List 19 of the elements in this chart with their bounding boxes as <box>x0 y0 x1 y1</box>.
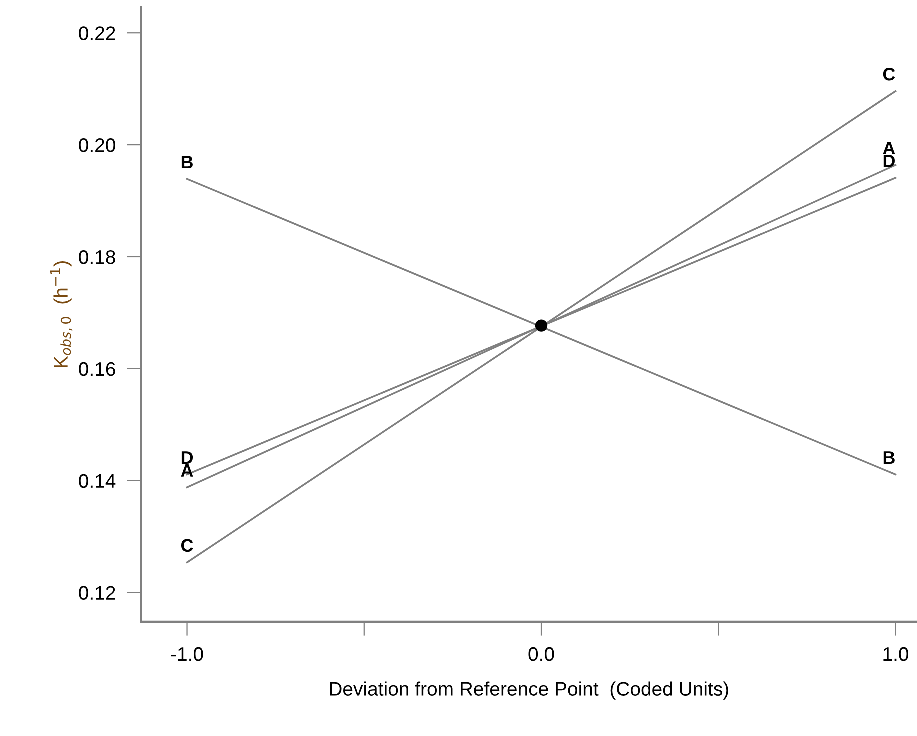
y-tick-label: 0.22 <box>79 26 116 40</box>
y-tick-label: 0.20 <box>79 138 116 152</box>
series-label: C <box>181 539 194 552</box>
x-axis-title: Deviation from Reference Point (Coded Units) <box>330 682 728 700</box>
series-label: A <box>181 464 194 477</box>
text: B <box>182 156 193 168</box>
series-label: D <box>182 452 194 464</box>
series-label: B <box>884 452 895 464</box>
x-tick-label: 1.0 <box>884 647 908 662</box>
x-tick-label: 0.0 <box>528 647 554 662</box>
y-tick-label: 0.18 <box>79 250 116 264</box>
y-axis-title: K$_{obs,0}$ (h$^{−1}$) <box>50 262 73 368</box>
text: D <box>884 154 895 168</box>
y-tick-label: 0.12 <box>79 586 116 600</box>
text: A <box>883 142 896 155</box>
x-tick-label: -1.0 <box>171 647 204 662</box>
y-tick-label: 0.16 <box>79 362 116 376</box>
y-tick-label: 0.14 <box>79 474 116 488</box>
text: C <box>883 68 896 81</box>
